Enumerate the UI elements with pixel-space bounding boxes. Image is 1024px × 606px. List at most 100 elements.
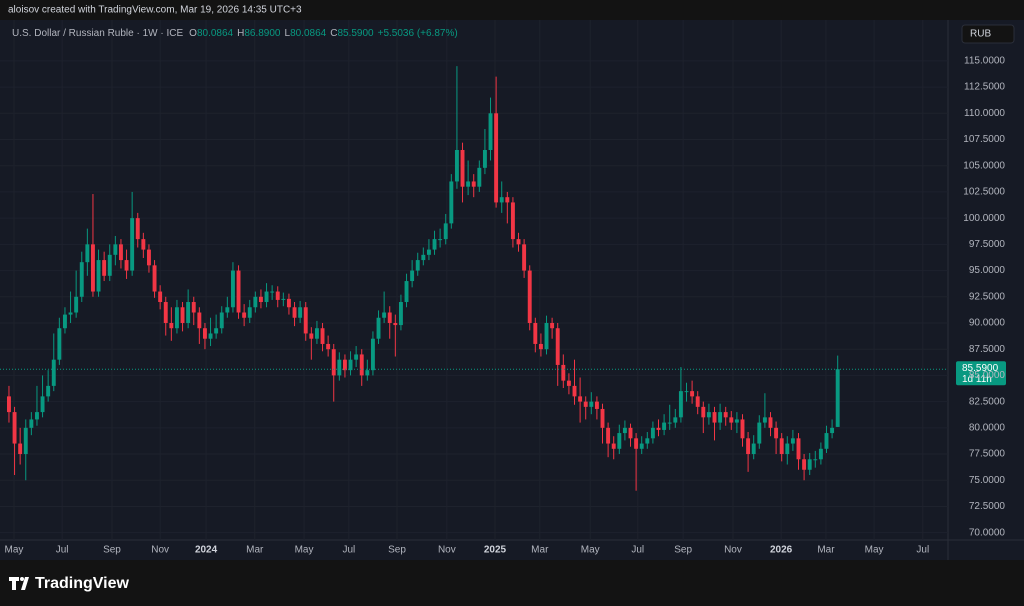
ohlc-key: L (285, 28, 291, 39)
ohlc-key: O (189, 28, 197, 39)
y-tick-label: 90.0000 (969, 318, 1006, 329)
candle-body (197, 312, 202, 329)
candle-body (662, 422, 667, 430)
candle-body (516, 239, 521, 245)
candle-body (757, 422, 762, 444)
candle-body (309, 333, 314, 339)
candle-body (718, 412, 723, 423)
y-tick-label: 97.5000 (969, 239, 1006, 250)
candle-body (74, 296, 79, 313)
candle-body (499, 197, 504, 203)
candle-body (634, 438, 639, 449)
candle-body (600, 408, 605, 428)
candle-body (813, 459, 818, 461)
x-tick-label: 2026 (770, 545, 793, 556)
candle-body (34, 412, 39, 420)
candle-body (802, 459, 807, 470)
candle-body (40, 396, 45, 413)
symbol: U.S. Dollar / Russian Ruble · 1W · ICE (12, 28, 183, 39)
candle-body (449, 181, 454, 224)
candle-body (578, 396, 583, 402)
candle-body (326, 343, 331, 350)
candle-body (320, 328, 325, 344)
candle-body (471, 181, 476, 187)
candle-body (779, 438, 784, 455)
candle-body (533, 322, 538, 344)
x-tick-label: May (295, 545, 314, 556)
candle-body (57, 328, 62, 360)
x-tick-label: Jul (56, 545, 69, 556)
x-tick-label: Mar (246, 545, 264, 556)
x-tick-label: Jul (631, 545, 644, 556)
candle-body (583, 401, 588, 407)
candle-body (477, 167, 482, 187)
candle-body (135, 218, 140, 240)
ohlc-value: 80.0864 (197, 28, 234, 39)
candle-body (566, 380, 571, 386)
ohlc-key: C (330, 28, 337, 39)
y-tick-label: 75.0000 (969, 475, 1006, 486)
currency-button[interactable] (961, 24, 1015, 44)
candle-body (208, 333, 213, 339)
candle-body (387, 312, 392, 323)
y-tick-label: 102.5000 (963, 187, 1005, 198)
ohlc-value: 86.8900 (244, 28, 281, 39)
candle-body (824, 433, 829, 449)
candle-body (650, 427, 655, 439)
candle-body (174, 307, 179, 329)
candle-body (667, 422, 672, 424)
candle-body (645, 438, 650, 444)
candle-body (163, 302, 168, 323)
candle-body (331, 349, 336, 376)
x-tick-label: May (5, 545, 24, 556)
candle-body (550, 322, 555, 329)
y-tick-label: 112.5000 (964, 82, 1005, 93)
y-tick-label: 110.0000 (964, 108, 1005, 119)
attribution: aloisov created with TradingView.com, Ma… (8, 5, 302, 16)
candle-body (393, 322, 398, 326)
candle-body (342, 359, 347, 371)
candle-body (6, 396, 11, 413)
candle-body (606, 427, 611, 444)
candle-body (746, 438, 751, 455)
candle-body (264, 291, 269, 303)
candle-body (622, 427, 627, 434)
candle-body (230, 270, 235, 308)
ohlc-key: H (237, 28, 244, 39)
candle-body (494, 113, 499, 203)
candle-body (488, 113, 493, 150)
candle-body (314, 328, 319, 339)
brand-icon-dot (20, 577, 24, 581)
x-tick-label: Sep (674, 545, 692, 556)
candle-body (23, 427, 28, 455)
candle-body (270, 291, 275, 293)
candle-body (365, 370, 370, 376)
candle-body (18, 443, 23, 455)
countdown-label: 1d 11h (962, 374, 992, 385)
y-tick-label: 115.0000 (964, 56, 1005, 67)
candle-body (398, 302, 403, 326)
candle-body (96, 260, 101, 292)
candle-body (723, 412, 728, 418)
candle-body (790, 438, 795, 444)
candle-body (656, 427, 661, 430)
candle-body (46, 385, 51, 397)
y-tick-label: 107.5000 (963, 134, 1005, 145)
candle-body (219, 312, 224, 329)
candle-body (684, 391, 689, 393)
x-tick-label: Nov (438, 545, 456, 556)
candle-body (191, 302, 196, 313)
candle-body (118, 244, 123, 261)
currency-label[interactable]: RUB (970, 29, 991, 40)
candle-body (124, 260, 129, 271)
candle-body (12, 412, 17, 444)
candle-body (242, 312, 247, 318)
candle-body (214, 328, 219, 334)
brand-logo (9, 577, 29, 590)
candle-body (415, 260, 420, 271)
candle-body (68, 312, 73, 315)
y-tick-label: 85.0000 (969, 370, 1006, 381)
